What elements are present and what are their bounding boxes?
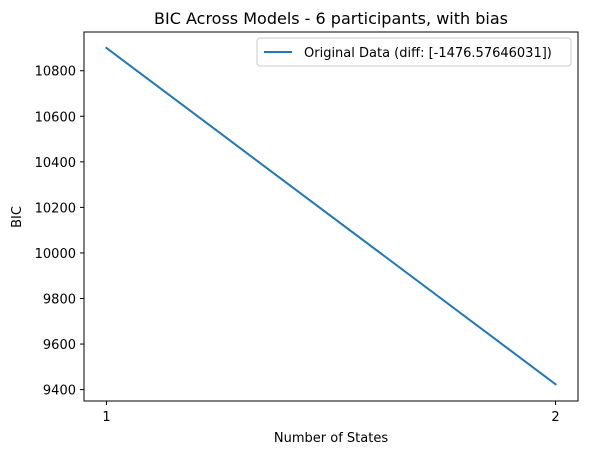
y-tick-label: 9800 [43, 293, 76, 308]
y-tick-label: 10600 [35, 110, 76, 125]
y-axis-label: BIC [10, 206, 25, 228]
series-layer [105, 46, 557, 386]
y-axis-ticks: 9400 9600 9800 10000 10200 10400 10600 10800 [35, 65, 84, 399]
y-tick-label: 10000 [35, 247, 76, 262]
x-axis-label: Number of States [274, 431, 388, 446]
legend-label: Original Data (diff: [-1476.57646031]) [304, 46, 552, 61]
chart-title: BIC Across Models - 6 participants, with… [154, 9, 508, 28]
y-tick-label: 9400 [43, 384, 76, 399]
plot-frame [83, 31, 579, 402]
x-tick-label: 2 [551, 410, 559, 425]
legend: Original Data (diff: [-1476.57646031]) [256, 37, 572, 67]
y-tick-label: 10800 [35, 65, 76, 80]
legend-box [256, 37, 572, 67]
x-tick-label: 1 [102, 410, 110, 425]
y-tick-label: 9600 [43, 338, 76, 353]
series-line [105, 46, 557, 386]
y-tick-label: 10400 [35, 156, 76, 171]
y-tick-label: 10200 [35, 201, 76, 216]
